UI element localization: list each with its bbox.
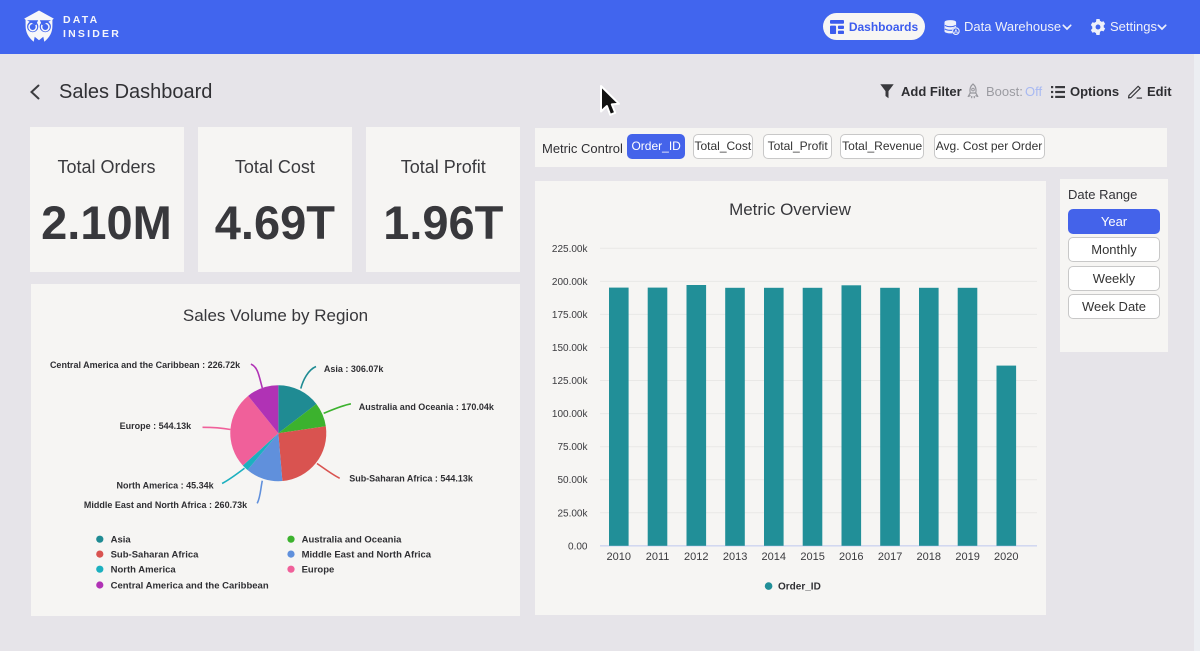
svg-text:2010: 2010	[607, 551, 631, 563]
svg-text:2012: 2012	[684, 551, 708, 563]
svg-text:75.00k: 75.00k	[557, 442, 588, 453]
svg-text:Sub-Saharan Africa : 544.13k: Sub-Saharan Africa : 544.13k	[349, 474, 474, 484]
svg-text:2019: 2019	[955, 551, 979, 563]
svg-text:2014: 2014	[762, 551, 786, 563]
svg-text:Asia: Asia	[110, 535, 131, 546]
svg-text:Middle East and North Africa :: Middle East and North Africa : 260.73k	[84, 500, 248, 510]
svg-text:Europe: Europe	[301, 565, 334, 576]
svg-text:Central America and the Caribb: Central America and the Caribbean	[110, 581, 268, 592]
svg-text:125.00k: 125.00k	[552, 376, 589, 387]
svg-text:2020: 2020	[994, 551, 1018, 563]
svg-text:2016: 2016	[839, 551, 863, 563]
svg-text:Australia and Oceania: Australia and Oceania	[301, 535, 402, 546]
svg-text:2011: 2011	[646, 551, 670, 563]
svg-text:225.00k: 225.00k	[552, 243, 589, 254]
svg-text:Middle East and North Africa: Middle East and North Africa	[301, 550, 431, 561]
svg-text:Australia and Oceania : 170.04: Australia and Oceania : 170.04k	[358, 402, 494, 412]
svg-text:2018: 2018	[917, 551, 941, 563]
svg-text:200.00k: 200.00k	[552, 276, 589, 287]
svg-text:175.00k: 175.00k	[552, 309, 589, 320]
svg-text:2015: 2015	[800, 551, 824, 563]
svg-text:Order_ID: Order_ID	[778, 581, 821, 592]
svg-text:North America: North America	[110, 565, 176, 576]
svg-text:50.00k: 50.00k	[557, 475, 588, 486]
svg-text:North America : 45.34k: North America : 45.34k	[116, 481, 214, 491]
svg-text:0.00: 0.00	[568, 541, 588, 552]
svg-text:150.00k: 150.00k	[552, 343, 589, 354]
svg-text:Central America and the Caribb: Central America and the Caribbean : 226.…	[50, 360, 241, 370]
svg-text:2017: 2017	[878, 551, 902, 563]
svg-text:100.00k: 100.00k	[552, 409, 589, 420]
svg-text:Sub-Saharan Africa: Sub-Saharan Africa	[110, 550, 199, 561]
svg-text:25.00k: 25.00k	[557, 508, 588, 519]
svg-text:Asia : 306.07k: Asia : 306.07k	[324, 364, 385, 374]
svg-text:2013: 2013	[723, 551, 747, 563]
svg-text:Europe : 544.13k: Europe : 544.13k	[119, 421, 192, 431]
